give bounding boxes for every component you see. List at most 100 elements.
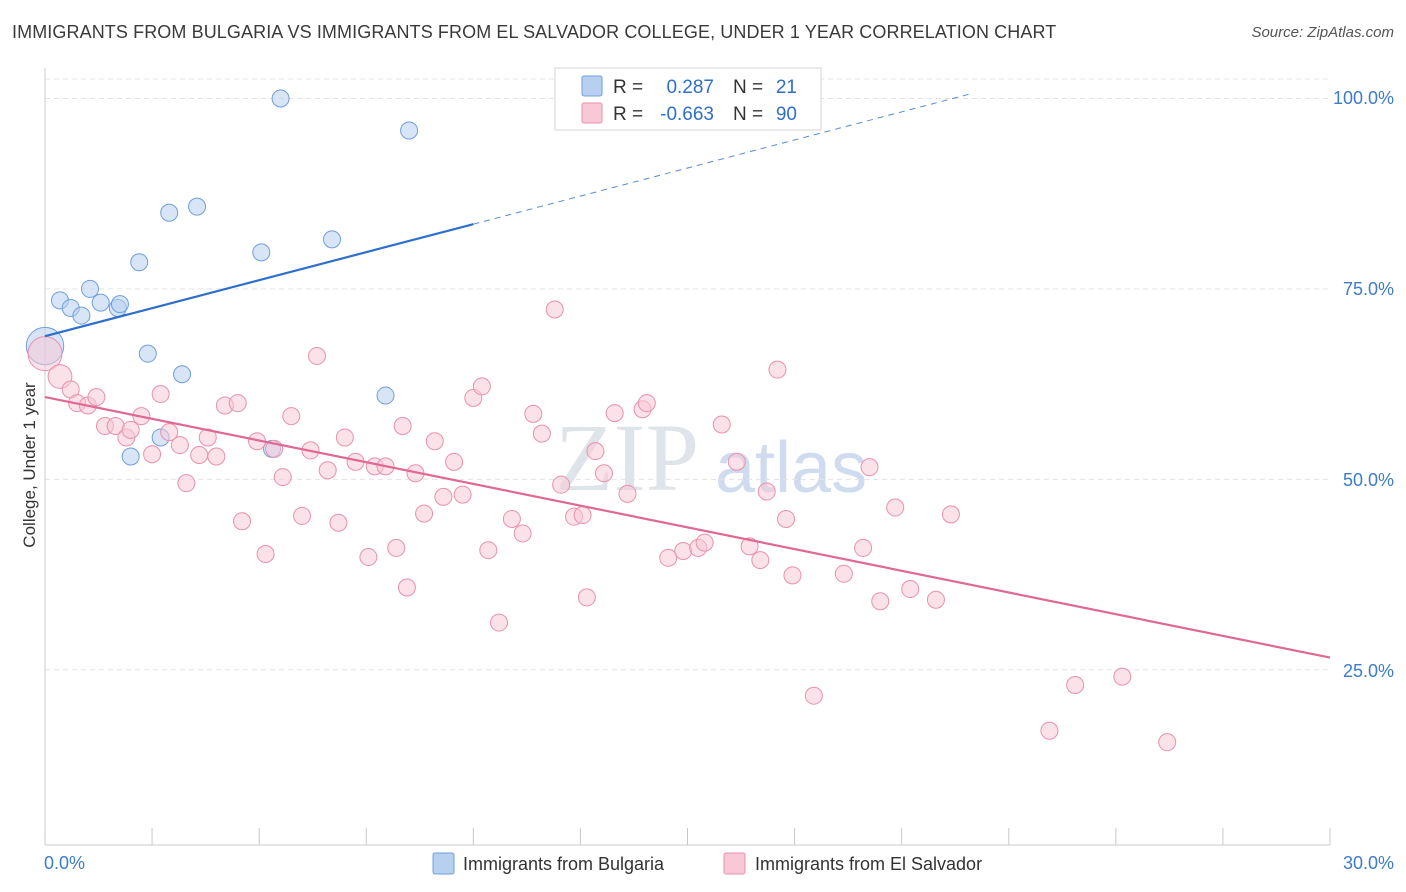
point-elsalvador-17 — [198, 428, 217, 447]
y-tick-label-25: 25.0% — [1343, 661, 1394, 681]
legend-stats: R = 0.287 N = 21 R = -0.663 N = 90 — [554, 67, 822, 131]
legend-swatch-elsalvador — [581, 102, 603, 124]
chart-source: Source: ZipAtlas.com — [1251, 24, 1394, 41]
point-elsalvador-77 — [804, 686, 823, 705]
point-elsalvador-41 — [415, 504, 434, 523]
point-bulgaria-20 — [400, 121, 419, 140]
point-elsalvador-87 — [1066, 676, 1085, 695]
point-elsalvador-52 — [524, 404, 543, 423]
point-bulgaria-15 — [252, 243, 271, 262]
trend-line-bulgaria-extension — [473, 93, 971, 225]
point-bulgaria-7 — [110, 295, 129, 314]
point-elsalvador-27 — [293, 506, 311, 525]
legend-n-label-elsalvador: N = — [733, 104, 763, 125]
point-elsalvador-64 — [637, 394, 656, 413]
point-bulgaria-4 — [80, 279, 99, 298]
point-elsalvador-76 — [783, 566, 802, 585]
x-axis-ticks — [44, 828, 1331, 845]
point-elsalvador-21 — [233, 512, 252, 531]
point-elsalvador-70 — [727, 452, 746, 471]
chart-title: IMMIGRANTS FROM BULGARIA VS IMMIGRANTS F… — [12, 22, 1057, 42]
point-elsalvador-18 — [207, 447, 226, 466]
legend-series-label-elsalvador: Immigrants from El Salvador — [755, 854, 982, 874]
point-elsalvador-30 — [318, 461, 337, 480]
legend-r-value-elsalvador: -0.663 — [660, 104, 714, 125]
point-elsalvador-73 — [757, 482, 776, 501]
trend-lines — [44, 93, 1331, 659]
point-elsalvador-11 — [143, 445, 162, 464]
point-elsalvador-72 — [751, 551, 770, 570]
legend-n-value-bulgaria: 21 — [776, 77, 797, 98]
point-elsalvador-55 — [552, 475, 571, 494]
point-bulgaria-10 — [121, 447, 140, 466]
point-elsalvador-68 — [695, 533, 714, 552]
point-elsalvador-85 — [941, 505, 960, 524]
point-elsalvador-80 — [860, 458, 879, 477]
point-elsalvador-16 — [190, 445, 209, 464]
legend-swatch-bulgaria — [581, 75, 603, 97]
point-elsalvador-81 — [871, 592, 890, 611]
point-elsalvador-9 — [121, 420, 140, 439]
point-elsalvador-43 — [434, 487, 453, 506]
point-elsalvador-65 — [659, 548, 678, 567]
point-elsalvador-45 — [453, 485, 472, 504]
point-elsalvador-39 — [397, 578, 416, 597]
y-tick-label-50: 50.0% — [1343, 470, 1394, 490]
trend-line-elsalvador — [44, 396, 1331, 659]
point-elsalvador-59 — [586, 442, 605, 461]
y-axis-label: College, Under 1 year — [20, 382, 39, 548]
point-bulgaria-17 — [271, 89, 290, 108]
x-tick-label-max: 30.0% — [1343, 853, 1394, 873]
point-elsalvador-12 — [151, 385, 170, 404]
point-elsalvador-74 — [768, 360, 787, 379]
point-elsalvador-0 — [27, 336, 63, 372]
point-bulgaria-14 — [188, 197, 207, 216]
point-elsalvador-82 — [886, 498, 905, 517]
legend-series-label-bulgaria: Immigrants from Bulgaria — [463, 854, 665, 874]
point-bulgaria-8 — [130, 253, 149, 272]
point-elsalvador-13 — [160, 423, 179, 442]
point-elsalvador-83 — [901, 580, 920, 599]
point-elsalvador-84 — [926, 590, 945, 609]
point-elsalvador-61 — [605, 404, 624, 423]
point-elsalvador-23 — [256, 545, 275, 564]
legend-series-swatch-bulgaria — [432, 852, 455, 875]
point-bulgaria-9 — [138, 344, 157, 363]
point-elsalvador-5 — [87, 388, 106, 407]
point-elsalvador-37 — [387, 538, 406, 557]
legend-r-label-elsalvador: R = — [613, 104, 643, 125]
point-elsalvador-42 — [425, 432, 444, 451]
x-tick-label-min: 0.0% — [44, 853, 85, 873]
legend-r-label-bulgaria: R = — [613, 77, 643, 98]
point-elsalvador-20 — [228, 394, 247, 413]
y-tick-label-100: 100.0% — [1333, 88, 1394, 108]
point-elsalvador-57 — [573, 506, 592, 525]
point-elsalvador-78 — [834, 564, 853, 583]
point-elsalvador-88 — [1113, 667, 1132, 686]
point-elsalvador-26 — [282, 407, 301, 426]
point-elsalvador-25 — [273, 468, 292, 487]
point-elsalvador-89 — [1158, 733, 1177, 752]
point-elsalvador-71 — [740, 537, 759, 556]
point-elsalvador-50 — [502, 509, 521, 528]
point-elsalvador-53 — [532, 424, 551, 443]
point-elsalvador-31 — [329, 513, 348, 532]
point-elsalvador-34 — [359, 548, 378, 567]
point-elsalvador-47 — [472, 377, 491, 396]
legend-series-swatch-elsalvador — [723, 852, 746, 875]
point-bulgaria-19 — [376, 386, 395, 405]
series-elsalvador — [27, 300, 1177, 752]
point-elsalvador-44 — [445, 452, 464, 471]
point-elsalvador-32 — [335, 428, 354, 447]
point-elsalvador-66 — [674, 541, 693, 560]
point-elsalvador-29 — [307, 346, 326, 365]
point-elsalvador-38 — [393, 417, 412, 436]
point-elsalvador-14 — [170, 436, 189, 455]
legend-series: Immigrants from Bulgaria Immigrants from… — [432, 852, 982, 875]
point-elsalvador-62 — [618, 484, 637, 503]
point-elsalvador-15 — [177, 474, 196, 493]
point-elsalvador-58 — [577, 588, 596, 607]
point-bulgaria-5 — [91, 293, 110, 312]
legend-r-value-bulgaria: 0.287 — [666, 77, 714, 98]
